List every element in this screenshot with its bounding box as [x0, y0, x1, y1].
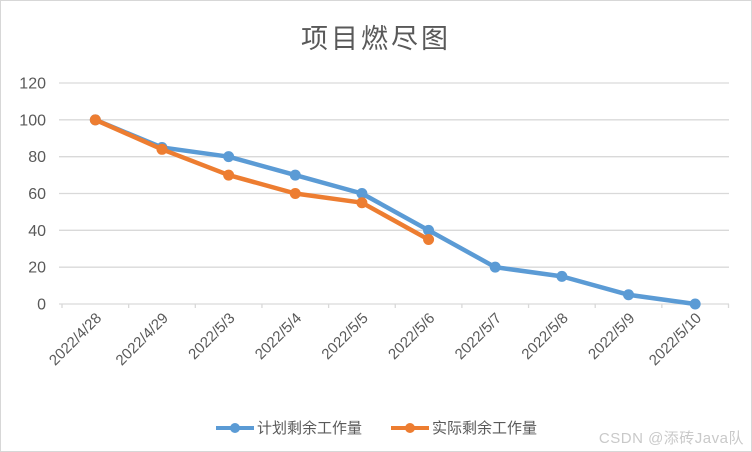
y-axis-tick-label: 120 — [19, 76, 46, 93]
data-point-marker — [623, 289, 635, 301]
data-point-marker — [689, 298, 701, 310]
legend-item-planned: 计划剩余工作量 — [215, 417, 362, 438]
y-axis-tick-label: 20 — [28, 260, 46, 277]
x-axis-tick-label: 2022/5/5 — [318, 310, 371, 363]
x-axis-tick-label: 2022/5/10 — [646, 310, 705, 369]
data-point-marker — [556, 270, 568, 282]
x-axis-tick-label: 2022/5/4 — [252, 310, 305, 363]
legend-label-actual: 实际剩余工作量 — [432, 420, 538, 437]
data-point-marker — [289, 188, 301, 199]
x-axis-tick-label: 2022/5/8 — [518, 310, 571, 363]
series-line-1 — [93, 117, 431, 242]
data-point-marker — [423, 234, 435, 246]
data-point-marker — [489, 261, 501, 273]
x-axis-tick-label: 2022/5/6 — [385, 310, 438, 363]
x-axis-tick-label: 2022/5/9 — [585, 310, 638, 363]
chart-title: 项目燃尽图 — [301, 24, 451, 54]
y-axis-tick-label: 60 — [28, 186, 46, 203]
watermark: CSDN @添砖Java队 — [598, 430, 744, 447]
y-axis-tick-label: 40 — [28, 223, 46, 240]
legend: 计划剩余工作量 实际剩余工作量 — [1, 417, 751, 438]
line-marker-icon — [391, 422, 429, 433]
x-axis-tick-label: 2022/5/7 — [452, 310, 505, 363]
legend-item-actual: 实际剩余工作量 — [390, 417, 537, 438]
y-axis-tick-label: 0 — [37, 297, 46, 314]
data-point-marker — [423, 224, 435, 236]
data-point-marker — [289, 169, 301, 181]
x-axis-tick-label: 2022/4/28 — [46, 310, 105, 369]
data-point-marker — [356, 197, 368, 209]
data-point-marker — [356, 188, 368, 199]
data-point-marker — [156, 143, 168, 155]
data-point-marker — [89, 114, 101, 126]
y-axis-tick-label: 80 — [28, 149, 46, 166]
y-axis-tick-label: 100 — [19, 112, 46, 129]
data-point-marker — [223, 151, 235, 163]
x-axis-tick-label: 2022/5/3 — [185, 310, 238, 363]
series-line-0 — [93, 117, 698, 307]
data-point-marker — [223, 169, 235, 181]
legend-label-planned: 计划剩余工作量 — [256, 420, 362, 437]
x-axis-tick-label: 2022/4/29 — [113, 310, 172, 369]
line-marker-icon — [215, 422, 254, 433]
